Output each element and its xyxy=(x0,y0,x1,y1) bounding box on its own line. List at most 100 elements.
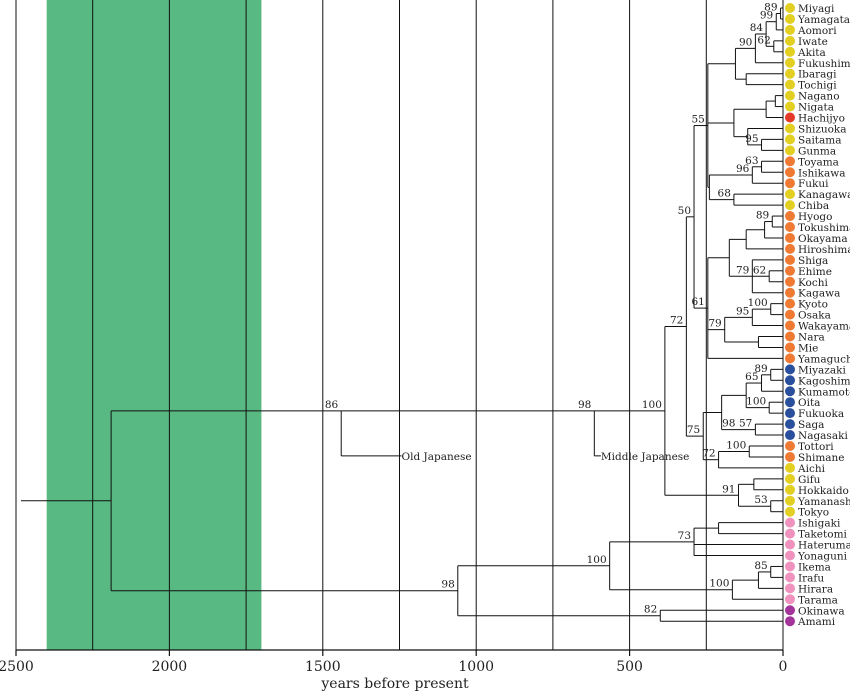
leaf-label: Hirara xyxy=(798,583,833,595)
leaf-label: Hachijyo xyxy=(798,113,845,125)
leaf-dot xyxy=(785,386,795,397)
x-tick-label: 1500 xyxy=(305,659,341,675)
leaf-label: Fukui xyxy=(798,178,829,190)
time-annotations: Old Japanese Middle Japanese xyxy=(340,410,690,463)
leaf-dot xyxy=(785,375,795,386)
support-value: 89 xyxy=(756,210,769,222)
x-tick-label: 2000 xyxy=(152,659,188,675)
leaf-label: Ibaragi xyxy=(798,69,837,81)
leaf-dot xyxy=(785,528,795,539)
support-value: 79 xyxy=(708,318,721,330)
leaf-dot xyxy=(785,35,795,46)
x-tick-label: 0 xyxy=(779,659,788,675)
leaf-label: Chiba xyxy=(798,200,829,212)
leaf-label: Hyogo xyxy=(798,211,832,223)
leaf-dot xyxy=(785,408,795,419)
support-value: 89 xyxy=(764,1,777,13)
support-value: 72 xyxy=(702,448,715,460)
support-value: 100 xyxy=(587,554,607,566)
branches xyxy=(21,7,783,622)
leaf-dot xyxy=(785,397,795,408)
leaf-dot xyxy=(785,495,795,506)
support-value: 91 xyxy=(722,483,735,495)
leaf-dot xyxy=(785,342,795,353)
leaf-dot xyxy=(785,550,795,561)
leaf-label: Ehime xyxy=(798,266,832,278)
support-value: 98 xyxy=(441,579,454,591)
leaf-dot xyxy=(785,298,795,309)
leaf-label: Fukuoka xyxy=(798,408,844,420)
x-tick-label: 1000 xyxy=(458,659,494,675)
leaf-label: Amami xyxy=(797,616,836,628)
leaf-label: Kanagawa xyxy=(798,189,850,201)
annotation-label: Old Japanese xyxy=(402,451,472,463)
leaf-dot xyxy=(785,287,795,298)
leaf-dot xyxy=(785,243,795,254)
support-value: 75 xyxy=(687,424,700,436)
support-value: 100 xyxy=(746,396,766,408)
leaf-dot xyxy=(785,506,795,517)
leaf-dot xyxy=(785,419,795,430)
support-value: 50 xyxy=(678,205,691,217)
support-value: 65 xyxy=(745,371,758,383)
leaf-dot xyxy=(785,616,795,627)
support-value: 57 xyxy=(739,418,752,430)
leaf-dot xyxy=(785,473,795,484)
support-value: 73 xyxy=(678,530,691,542)
leaf-dot xyxy=(785,353,795,364)
leaf-label: Nigata xyxy=(798,102,834,114)
leaf-dot xyxy=(785,331,795,342)
leaf-tips: MiyagiYamagataAomoriIwateAkitaFukushimaI… xyxy=(785,3,850,628)
leaf-dot xyxy=(785,605,795,616)
leaf-label: Tottori xyxy=(798,441,834,453)
support-value: 90 xyxy=(739,36,752,48)
leaf-label: Kagawa xyxy=(798,288,840,300)
leaf-dot xyxy=(785,441,795,451)
support-value: 100 xyxy=(748,297,768,309)
leaf-dot xyxy=(785,211,795,222)
highlight-band xyxy=(46,0,262,650)
leaf-dot xyxy=(785,430,795,441)
leaf-label: Ishikawa xyxy=(798,167,846,179)
leaf-label: Okayama xyxy=(798,233,848,245)
leaf-label: Tokyo xyxy=(798,507,829,519)
leaf-dot xyxy=(785,112,795,123)
support-value: 72 xyxy=(670,314,683,326)
leaf-label: Tochigi xyxy=(798,80,837,92)
leaf-label: Saitama xyxy=(798,134,842,146)
leaf-dot xyxy=(785,364,795,375)
leaf-label: Akita xyxy=(797,47,826,59)
leaf-label: Tokushima xyxy=(798,222,850,234)
leaf-dot xyxy=(785,57,795,68)
leaf-label: Oita xyxy=(798,397,820,409)
leaf-dot xyxy=(785,254,795,265)
support-value: 53 xyxy=(754,494,767,506)
x-axis: 2500 2000 1500 1000 500 0 xyxy=(0,649,788,675)
leaf-dot xyxy=(785,123,795,134)
support-value: 84 xyxy=(750,22,764,34)
leaf-label: Irafu xyxy=(798,572,824,584)
leaf-label: Wakayama xyxy=(798,321,850,333)
annotation-label: Middle Japanese xyxy=(601,451,690,463)
support-value: 85 xyxy=(754,560,767,572)
leaf-dot xyxy=(785,265,795,276)
support-value: 100 xyxy=(709,578,729,590)
support-value: 82 xyxy=(644,604,657,616)
support-value: 99 xyxy=(760,10,773,22)
leaf-dot xyxy=(785,13,795,24)
leaf-label: Ishigaki xyxy=(798,518,841,530)
leaf-label: Hokkaido xyxy=(798,485,849,497)
leaf-dot xyxy=(785,24,795,35)
leaf-dot xyxy=(785,583,795,594)
leaf-label: Aichi xyxy=(797,463,826,475)
leaf-dot xyxy=(785,539,795,550)
support-value: 96 xyxy=(736,163,750,175)
leaf-dot xyxy=(785,232,795,243)
support-value: 100 xyxy=(642,399,662,411)
leaf-label: Hiroshima xyxy=(798,244,850,256)
leaf-dot xyxy=(785,200,795,211)
leaf-label: Osaka xyxy=(798,310,831,322)
leaf-label: Iwate xyxy=(798,36,828,48)
leaf-dot xyxy=(785,561,795,572)
